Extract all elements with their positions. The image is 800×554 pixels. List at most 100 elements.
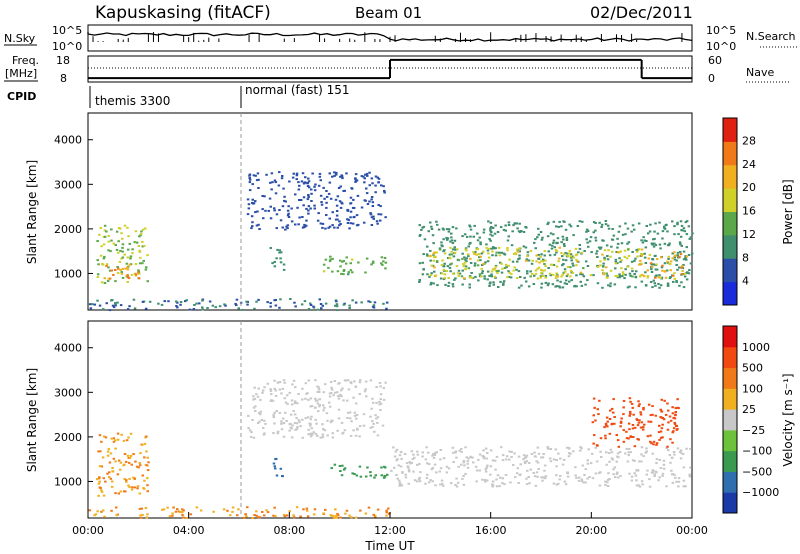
data-cell bbox=[346, 379, 350, 382]
data-cell bbox=[393, 455, 397, 458]
data-cell bbox=[396, 477, 399, 480]
data-cell bbox=[539, 275, 543, 278]
data-cell bbox=[440, 479, 444, 482]
data-cell bbox=[289, 413, 293, 416]
data-cell bbox=[285, 419, 288, 422]
data-cell bbox=[666, 261, 670, 264]
data-cell bbox=[476, 239, 480, 242]
data-cell bbox=[421, 261, 424, 264]
data-cell bbox=[549, 448, 553, 450]
data-cell bbox=[636, 250, 639, 253]
data-cell bbox=[303, 223, 306, 226]
data-cell bbox=[478, 253, 481, 256]
data-cell bbox=[421, 451, 424, 454]
data-cell bbox=[307, 433, 310, 436]
data-cell bbox=[476, 259, 480, 262]
data-cell bbox=[350, 187, 354, 190]
data-cell bbox=[586, 241, 589, 244]
data-cell bbox=[654, 244, 658, 247]
data-cell bbox=[107, 266, 110, 269]
data-cell bbox=[674, 407, 677, 410]
data-cell bbox=[481, 264, 484, 266]
data-cell bbox=[127, 248, 130, 251]
data-cell bbox=[514, 253, 518, 256]
data-cell bbox=[346, 222, 350, 224]
data-cell bbox=[347, 271, 350, 274]
data-cell bbox=[354, 173, 358, 176]
data-cell bbox=[653, 237, 656, 240]
data-cell bbox=[331, 432, 334, 435]
data-cell bbox=[478, 275, 482, 278]
data-cell bbox=[633, 273, 636, 275]
data-cell bbox=[510, 272, 513, 275]
data-cell bbox=[616, 275, 619, 278]
data-cell bbox=[126, 256, 130, 259]
data-cell bbox=[472, 461, 475, 464]
data-cell bbox=[372, 304, 376, 307]
data-cell bbox=[114, 280, 117, 283]
data-cell bbox=[613, 466, 617, 469]
data-cell bbox=[211, 304, 215, 307]
data-cell bbox=[531, 272, 534, 275]
data-cell bbox=[426, 245, 429, 248]
data-cell bbox=[618, 273, 621, 276]
data-cell bbox=[291, 176, 295, 179]
data-cell bbox=[334, 304, 337, 307]
data-cell bbox=[435, 251, 438, 254]
x-tick-label: 12:00 bbox=[374, 524, 406, 537]
data-cell bbox=[517, 258, 520, 261]
data-cell bbox=[626, 227, 630, 230]
data-cell bbox=[413, 479, 417, 482]
data-cell bbox=[657, 431, 661, 434]
data-cell bbox=[468, 286, 471, 289]
data-cell bbox=[430, 264, 434, 267]
data-cell bbox=[431, 467, 435, 469]
data-cell bbox=[669, 438, 672, 441]
y-tick-label: 2000 bbox=[54, 431, 82, 444]
data-cell bbox=[648, 230, 652, 233]
data-cell bbox=[511, 260, 515, 263]
data-cell bbox=[665, 223, 668, 226]
data-cell bbox=[416, 450, 419, 453]
data-cell bbox=[304, 181, 307, 184]
data-cell bbox=[640, 248, 644, 251]
data-cell bbox=[520, 230, 523, 232]
data-cell bbox=[540, 456, 543, 459]
data-cell bbox=[176, 508, 179, 511]
data-cell bbox=[649, 223, 652, 226]
data-cell bbox=[454, 484, 457, 486]
data-cell bbox=[294, 193, 297, 196]
data-cell bbox=[648, 485, 652, 488]
data-cell bbox=[630, 260, 634, 263]
data-cell bbox=[384, 267, 387, 270]
data-cell bbox=[685, 255, 689, 258]
data-cell bbox=[599, 437, 603, 440]
data-cell bbox=[348, 514, 351, 517]
data-cell bbox=[101, 456, 105, 459]
data-cell bbox=[275, 257, 278, 260]
data-cell bbox=[398, 479, 401, 482]
data-cell bbox=[399, 451, 403, 454]
data-cell bbox=[605, 463, 608, 466]
data-cell bbox=[536, 475, 539, 478]
data-cell bbox=[570, 279, 573, 282]
data-cell bbox=[465, 235, 469, 238]
data-cell bbox=[659, 247, 662, 250]
data-cell bbox=[562, 458, 566, 461]
data-cell bbox=[141, 443, 144, 446]
data-cell bbox=[117, 240, 120, 243]
data-cell bbox=[575, 253, 579, 256]
data-cell bbox=[666, 402, 669, 405]
data-cell bbox=[450, 482, 453, 485]
data-cell bbox=[375, 417, 378, 420]
data-cell bbox=[669, 461, 672, 464]
data-cell bbox=[328, 401, 331, 404]
data-cell bbox=[312, 513, 316, 516]
data-cell bbox=[541, 479, 544, 482]
data-cell bbox=[449, 257, 452, 260]
data-cell bbox=[578, 244, 581, 246]
data-cell bbox=[536, 267, 539, 270]
data-cell bbox=[563, 282, 567, 285]
data-cell bbox=[349, 381, 353, 384]
